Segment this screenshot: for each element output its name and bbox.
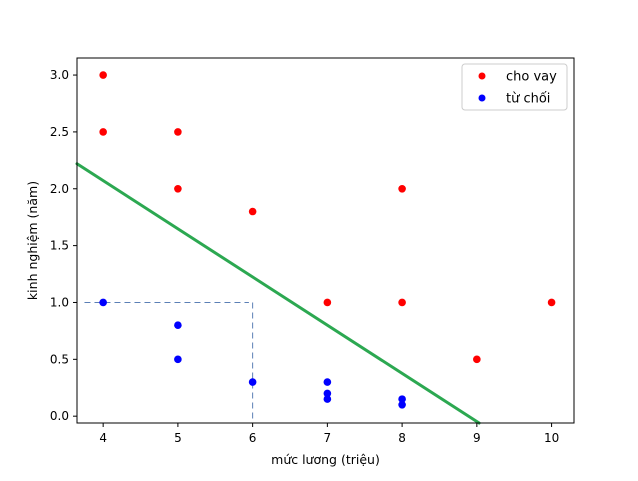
point-tu-choi-1 <box>174 321 182 330</box>
y-tick-label: 1.5 <box>50 239 69 253</box>
points-layer <box>99 71 556 409</box>
x-tick-label: 8 <box>398 431 406 445</box>
y-tick-label: 1.0 <box>50 295 69 309</box>
plot-area-frame <box>76 57 575 424</box>
y-tick-label: 3.0 <box>50 68 69 82</box>
legend-label-tu-choi: từ chối <box>506 92 550 107</box>
x-tick-label: 10 <box>544 431 559 445</box>
x-tick-label: 7 <box>324 431 332 445</box>
decision-layer <box>75 162 481 425</box>
x-axis-label: mức lương (triệu) <box>271 452 380 467</box>
x-tick-label: 9 <box>473 431 481 445</box>
point-cho-vay-5 <box>323 298 332 307</box>
y-tick-label: 2.5 <box>50 125 69 139</box>
point-cho-vay-9 <box>547 298 556 307</box>
point-tu-choi-8 <box>398 401 406 409</box>
point-tu-choi-0 <box>99 298 107 307</box>
point-tu-choi-5 <box>323 389 332 398</box>
point-cho-vay-2 <box>174 128 182 136</box>
point-tu-choi-6 <box>323 395 332 403</box>
y-tick-label: 2.0 <box>50 182 69 196</box>
y-axis-label: kinh nghiệm (năm) <box>25 181 40 300</box>
point-cho-vay-6 <box>398 184 406 193</box>
reference-layer <box>84 301 254 423</box>
point-tu-choi-2 <box>174 355 182 364</box>
point-cho-vay-3 <box>174 184 182 193</box>
point-cho-vay-0 <box>99 71 107 79</box>
y-tick-label: 0.5 <box>50 352 69 366</box>
point-tu-choi-7 <box>398 395 406 403</box>
point-cho-vay-8 <box>473 355 481 364</box>
legend-marker-cho-vay <box>478 72 486 80</box>
x-axis-ticks: 4 5 6 7 8 9 10 <box>99 423 559 445</box>
x-tick-label: 6 <box>249 431 257 445</box>
y-tick-label: 0.0 <box>50 409 69 423</box>
legend-marker-tu-choi <box>478 94 486 102</box>
legend-label-cho-vay: cho vay <box>506 70 557 85</box>
legend: cho vay từ chối <box>461 63 568 111</box>
point-cho-vay-4 <box>248 207 257 216</box>
y-axis-ticks: 0.0 0.5 1.0 1.5 2.0 2.5 3.0 <box>50 68 77 423</box>
point-cho-vay-1 <box>99 128 107 136</box>
x-tick-label: 5 <box>174 431 182 445</box>
decision-boundary-line <box>75 162 481 425</box>
legend-box <box>461 63 568 111</box>
point-tu-choi-4 <box>323 378 332 386</box>
x-tick-label: 4 <box>99 431 107 445</box>
point-tu-choi-3 <box>248 378 257 386</box>
point-cho-vay-7 <box>398 298 406 307</box>
